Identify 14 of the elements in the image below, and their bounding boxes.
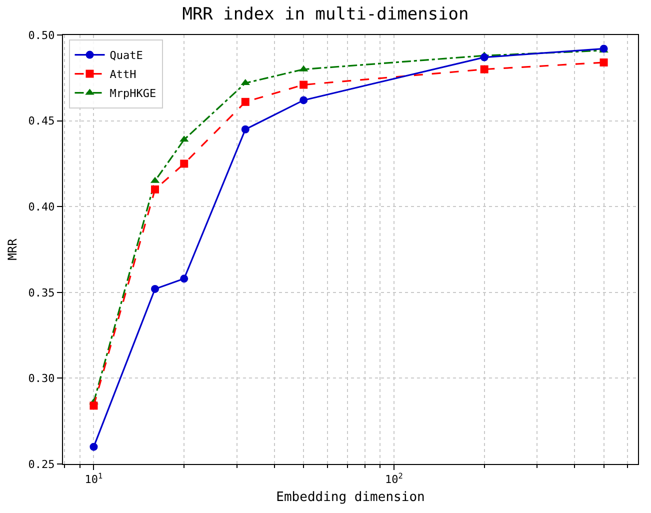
y-tick-label: 0.45 bbox=[28, 114, 55, 128]
y-tick-label: 0.40 bbox=[28, 200, 55, 214]
y-axis-title: MRR bbox=[6, 238, 20, 260]
y-tick-label: 0.50 bbox=[28, 28, 55, 42]
chart-title: MRR index in multi-dimension bbox=[182, 4, 469, 25]
legend-label: QuatE bbox=[110, 49, 143, 62]
x-tick-label: 10$^{2}$ bbox=[385, 472, 403, 486]
legend-label: MrpHKGE bbox=[110, 87, 156, 100]
x-axis-title: Embedding dimension bbox=[276, 490, 425, 505]
y-tick-label: 0.30 bbox=[28, 372, 55, 386]
y-tick-label: 0.25 bbox=[28, 458, 55, 471]
legend-label: AttH bbox=[110, 68, 136, 82]
y-tick-label: 0.35 bbox=[28, 286, 55, 300]
x-tick-label: 10$^{1}$ bbox=[84, 472, 104, 486]
